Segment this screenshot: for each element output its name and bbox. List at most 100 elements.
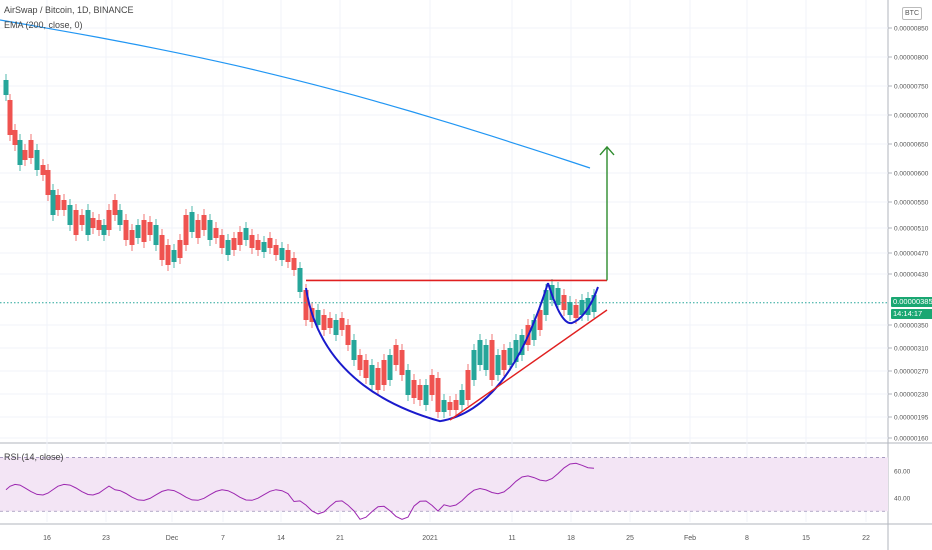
price-tick-label: 0.00000270 — [894, 369, 929, 376]
candle-body — [393, 345, 399, 365]
candle-body — [357, 355, 363, 370]
candle-body — [165, 245, 171, 265]
rsi-legend: RSI (14, close) — [4, 452, 64, 462]
candle-body — [381, 360, 387, 385]
currency-badge[interactable]: BTC — [902, 7, 922, 20]
candle-body — [112, 200, 118, 215]
candle-body — [195, 220, 201, 238]
candle-body — [171, 250, 177, 262]
candle-body — [591, 295, 597, 312]
price-tick-label: 0.00000230 — [894, 392, 929, 399]
time-tick-label: 18 — [567, 535, 575, 542]
candle-body — [417, 385, 423, 400]
candle-body — [67, 205, 73, 225]
candle-body — [465, 370, 471, 400]
candle-body — [453, 400, 459, 410]
target-arrow-head — [599, 145, 615, 156]
candle-body — [213, 228, 219, 238]
rsi-line — [5, 462, 595, 520]
price-tick-label: 0.00000195 — [894, 415, 929, 422]
candle-body — [423, 385, 429, 405]
price-tick-label: 0.00000600 — [894, 171, 929, 178]
candle-body — [189, 212, 195, 232]
candle-body — [7, 100, 13, 135]
candle-body — [369, 365, 375, 385]
time-tick-label: 15 — [802, 535, 810, 542]
chart-title: AirSwap / Bitcoin, 1D, BINANCE — [4, 5, 134, 15]
candle-body — [50, 190, 56, 215]
candle-body — [34, 150, 40, 170]
candle-body — [243, 228, 249, 240]
candle-body — [141, 220, 147, 242]
price-tick-label: 0.00000160 — [894, 436, 929, 443]
candle-body — [555, 288, 561, 305]
ema-legend: EMA (200, close, 0) — [4, 20, 83, 30]
support-trendline — [449, 309, 608, 421]
time-tick-label: 11 — [508, 535, 515, 542]
time-tick-label: 22 — [862, 535, 870, 542]
candle-body — [45, 170, 51, 195]
candle-body — [315, 310, 321, 325]
candle-body — [90, 218, 96, 228]
candle-body — [28, 140, 34, 158]
candle-body — [117, 210, 123, 225]
candle-body — [129, 230, 135, 245]
candle-body — [273, 245, 279, 255]
candle-body — [321, 315, 327, 330]
candle-body — [101, 225, 107, 235]
candle-body — [279, 248, 285, 260]
candle-body — [3, 80, 9, 95]
time-tick-label: Feb — [684, 535, 696, 542]
candle-body — [471, 350, 477, 380]
candle-body — [177, 240, 183, 258]
time-tick-label: 21 — [336, 535, 344, 542]
candle-body — [96, 220, 102, 230]
price-tick-label: 0.00000700 — [894, 113, 929, 120]
candle-body — [477, 340, 483, 365]
candle-body — [411, 380, 417, 398]
candle-body — [261, 242, 267, 252]
candle-body — [207, 220, 213, 240]
ema-line — [0, 19, 591, 169]
candle-body — [237, 232, 243, 245]
price-tick-label: 0.00000430 — [894, 272, 929, 279]
candle-body — [405, 370, 411, 395]
candle-body — [135, 225, 141, 238]
candle-body — [303, 290, 309, 320]
countdown-badge: 14:14:17 — [891, 309, 932, 319]
candle-body — [435, 378, 441, 412]
candle-body — [513, 340, 519, 362]
candle-body — [147, 222, 153, 235]
candle-body — [351, 340, 357, 360]
candle-body — [573, 305, 579, 318]
axes: 0.00000850 0.00000800 0.00000750 0.00000700… — [43, 26, 929, 543]
candle-body — [507, 348, 513, 365]
candle-body — [22, 150, 28, 160]
candle-body — [159, 235, 165, 260]
candle-body — [291, 258, 297, 270]
time-tick-label: 16 — [43, 535, 51, 542]
price-tick-label: 0.00000550 — [894, 200, 929, 207]
candle-body — [201, 215, 207, 230]
price-tick-label: 0.00000310 — [894, 346, 929, 353]
candle-body — [339, 318, 345, 330]
candle-body — [387, 355, 393, 380]
candle-body — [483, 345, 489, 370]
candle-body — [40, 165, 46, 175]
price-tick-label: 0.00000510 — [894, 226, 929, 233]
candle-body — [327, 318, 333, 328]
candlestick-series — [3, 74, 597, 418]
pattern-drawings[interactable] — [0, 145, 888, 423]
candle-body — [55, 195, 61, 210]
time-tick-label: 8 — [745, 535, 749, 542]
candle-body — [459, 390, 465, 405]
candle-body — [345, 325, 351, 345]
cup-curve — [305, 282, 549, 423]
candle-body — [267, 238, 273, 248]
time-tick-label: Dec — [166, 535, 179, 542]
candle-body — [225, 240, 231, 255]
rsi-band — [0, 457, 888, 512]
handle-curve — [547, 282, 599, 325]
candle-body — [585, 298, 591, 315]
